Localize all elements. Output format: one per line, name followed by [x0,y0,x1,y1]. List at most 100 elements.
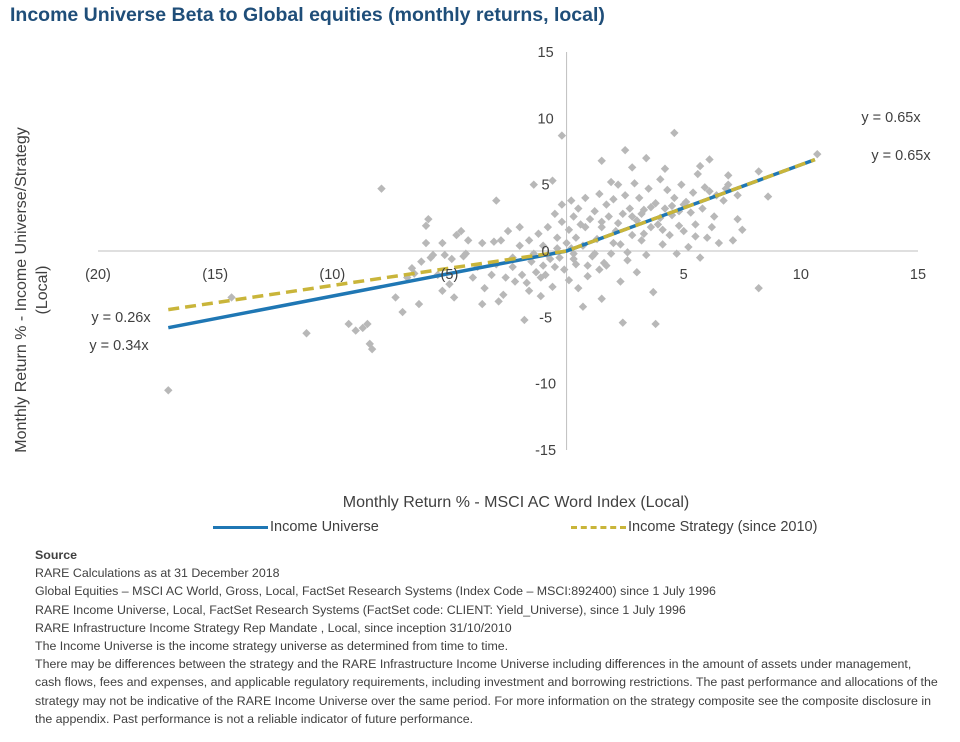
data-point [651,319,660,329]
data-point [590,249,599,258]
data-point [651,199,660,208]
data-point [489,237,499,246]
data-point [813,149,822,159]
data-point [588,252,597,261]
source-line: RARE Income Universe, Local, FactSet Res… [35,602,686,617]
data-point [644,184,653,193]
data-point [637,236,646,245]
data-point [557,217,567,227]
data-point [679,226,688,236]
equation-label-left-upper: y = 0.26x [91,310,151,326]
data-point [377,184,386,193]
data-point [421,238,431,248]
data-point [517,270,527,280]
data-point [503,226,513,236]
data-point [656,175,665,184]
data-point [557,200,567,209]
x-tick-label: 15 [910,267,926,283]
data-point [602,261,611,270]
data-point [695,253,705,262]
tick-labels: (20) (15) (10) (5) 5 10 15 -15 -10 -5 5 10 15 0 [85,45,926,459]
data-point [620,145,630,155]
data-point [550,262,560,272]
x-axis-label: Monthly Return % - MSCI AC Word Index (L… [342,494,690,511]
data-point [508,262,517,272]
data-point [569,212,578,221]
y-tick-label: 10 [538,111,554,127]
data-point [424,214,433,224]
y-tick-label: -10 [535,377,556,393]
data-point [440,250,449,260]
data-point [358,323,367,333]
data-point [707,222,717,232]
data-point [714,238,724,248]
data-point [480,283,489,293]
data-point [515,222,524,232]
data-point [618,209,627,219]
data-point [583,261,592,270]
data-point [564,225,574,234]
data-point [658,240,667,249]
data-point [754,283,763,293]
data-point [698,204,707,213]
x-tick-label: (10) [319,267,345,283]
data-point [583,272,592,281]
data-point [658,225,667,234]
data-point [567,196,576,205]
data-point [597,294,606,303]
data-point [555,253,564,262]
data-point [541,270,550,280]
data-point [719,196,728,205]
chart-title: Income Universe Beta to Global equities … [10,4,605,26]
data-point [550,209,560,219]
data-point [709,212,719,221]
data-point [574,283,583,293]
x-tick-label: (20) [85,267,111,283]
data-point [763,192,773,201]
data-point [367,344,377,354]
data-point [691,220,700,229]
data-point [646,203,656,212]
y-axis-label-line-1: Monthly Return % - Income Universe/Strat… [13,127,30,453]
legend-label-income-universe: Income Universe [270,519,379,535]
data-point [620,191,630,200]
data-point [649,287,658,297]
data-point [515,241,524,250]
equation-label-left-lower: y = 0.34x [89,338,149,354]
legend-swatch-dashed [571,525,626,529]
source-line: RARE Calculations as at 31 December 2018 [35,566,280,581]
data-point [646,222,656,232]
data-point [574,204,583,213]
data-point [553,244,562,253]
data-point [754,167,763,176]
data-point [468,273,478,282]
data-point [630,179,639,188]
trendlines [167,157,816,330]
data-point [639,229,649,238]
data-point [463,236,473,245]
data-point [616,240,625,249]
data-point [738,225,747,234]
data-point [536,273,545,282]
data-point [487,270,496,280]
scatter-points [164,128,822,395]
data-point [581,222,590,232]
data-point [602,200,611,209]
data-point [421,221,431,230]
x-tick-label: (5) [441,267,459,283]
data-point [478,299,487,309]
data-point [613,180,623,189]
source-heading: Source [35,548,78,562]
data-point [543,222,553,232]
data-point [595,265,604,274]
equation-label-top-lower: y = 0.65x [871,148,931,164]
data-point [529,249,538,258]
data-point [635,193,644,203]
data-point [569,254,578,264]
data-point [670,128,679,138]
data-point [637,209,646,219]
data-point [499,290,508,299]
data-point [531,268,541,277]
y-tick-label: 15 [538,45,554,61]
equation-annotations: y = 0.65x y = 0.65x y = 0.26x y = 0.34x [89,110,931,354]
